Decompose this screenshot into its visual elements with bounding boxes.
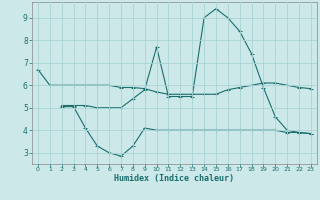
X-axis label: Humidex (Indice chaleur): Humidex (Indice chaleur) <box>115 174 234 183</box>
